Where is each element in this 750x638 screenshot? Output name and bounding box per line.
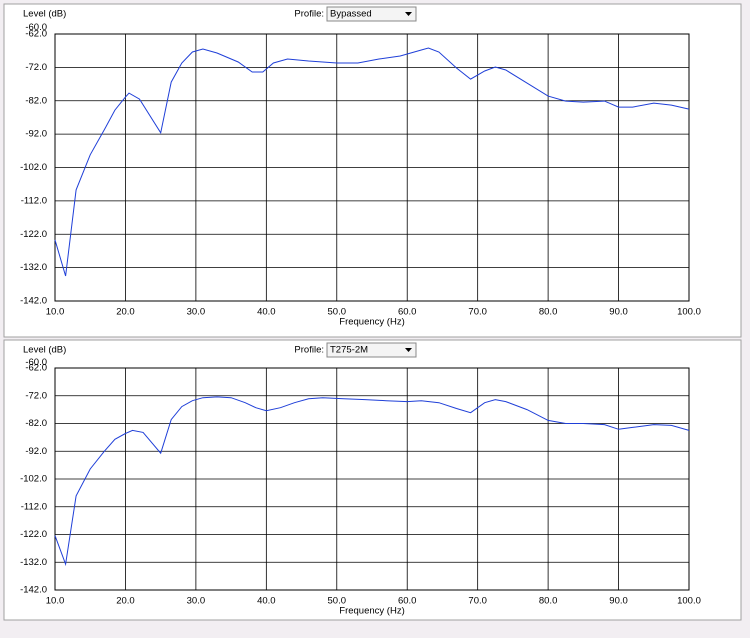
x-tick-label: 100.0 — [677, 596, 701, 607]
x-tick-label: 70.0 — [468, 307, 487, 318]
y-tick-label: -102.0 — [20, 474, 47, 485]
profile-label: Profile: — [294, 345, 324, 356]
x-tick-label: 40.0 — [257, 307, 276, 318]
profile-value: T275-2M — [330, 345, 368, 356]
y-tick-label: -60.0 — [25, 357, 47, 368]
x-tick-label: 20.0 — [116, 307, 135, 318]
x-tick-label: 80.0 — [539, 596, 558, 607]
y-tick-label: -72.0 — [25, 62, 47, 73]
profile-dropdown[interactable] — [326, 342, 417, 358]
y-tick-label: -92.0 — [25, 129, 47, 140]
y-tick-label: -62.0 — [25, 29, 47, 40]
x-tick-label: 60.0 — [398, 596, 417, 607]
x-axis-label: Frequency (Hz) — [339, 317, 404, 328]
y-tick-label: -112.0 — [21, 195, 47, 206]
x-tick-label: 40.0 — [257, 596, 276, 607]
y-tick-label: -122.0 — [20, 529, 47, 540]
x-tick-label: 10.0 — [46, 596, 65, 607]
y-tick-label: -92.0 — [25, 446, 47, 457]
y-tick-label: -102.0 — [20, 162, 47, 173]
y-tick-label: -132.0 — [20, 262, 47, 273]
profile-label: Profile: — [294, 9, 324, 20]
data-line — [54, 47, 690, 277]
y-axis-label: Level (dB) — [23, 9, 66, 20]
x-tick-label: 50.0 — [328, 596, 347, 607]
y-tick-label: -82.0 — [25, 418, 47, 429]
y-tick-label: -132.0 — [20, 557, 47, 568]
x-tick-label: 80.0 — [539, 307, 558, 318]
y-tick-label: -142.0 — [20, 296, 47, 307]
y-tick-label: -62.0 — [25, 363, 47, 374]
dropdown-arrow — [405, 348, 412, 352]
dropdown-arrow — [405, 12, 412, 16]
x-tick-label: 90.0 — [609, 596, 628, 607]
y-axis-label: Level (dB) — [23, 345, 66, 356]
x-tick-label: 60.0 — [398, 307, 417, 318]
x-tick-label: 20.0 — [116, 596, 135, 607]
x-tick-label: 50.0 — [328, 307, 347, 318]
x-tick-label: 90.0 — [609, 307, 628, 318]
profile-dropdown[interactable] — [326, 6, 417, 22]
y-tick-label: -142.0 — [20, 585, 47, 596]
y-tick-label: -72.0 — [25, 390, 47, 401]
x-tick-label: 70.0 — [468, 596, 487, 607]
x-tick-label: 100.0 — [677, 307, 701, 318]
x-axis-label: Frequency (Hz) — [339, 606, 404, 617]
profile-value: Bypassed — [330, 9, 372, 20]
data-line — [54, 396, 690, 567]
x-tick-label: 10.0 — [46, 307, 65, 318]
y-tick-label: -112.0 — [21, 501, 47, 512]
x-tick-label: 30.0 — [187, 307, 206, 318]
x-tick-label: 30.0 — [187, 596, 206, 607]
y-tick-label: -122.0 — [20, 229, 47, 240]
y-tick-label: -82.0 — [25, 95, 47, 106]
y-tick-label: -60.0 — [25, 22, 47, 33]
